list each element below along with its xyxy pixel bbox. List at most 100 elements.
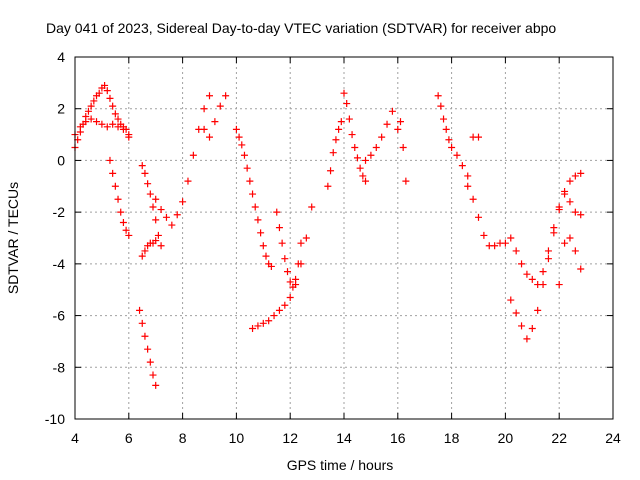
data-point <box>302 234 310 242</box>
data-point <box>270 312 278 320</box>
data-point <box>340 89 348 97</box>
y-tick-label: -6 <box>53 308 66 324</box>
x-tick-labels: 4 6 8 10 12 14 16 18 20 22 24 <box>71 430 621 446</box>
data-point <box>87 102 95 110</box>
data-point <box>518 260 526 268</box>
data-point <box>189 151 197 159</box>
data-point <box>329 149 337 157</box>
data-point <box>292 275 300 283</box>
data-point <box>480 231 488 239</box>
data-point <box>464 172 472 180</box>
data-point <box>125 133 133 141</box>
data-point <box>146 190 154 198</box>
data-point <box>555 281 563 289</box>
data-point <box>577 169 585 177</box>
data-point <box>184 177 192 185</box>
data-point <box>383 120 391 128</box>
data-point <box>351 144 359 151</box>
data-point <box>294 260 302 268</box>
x-tick-label: 20 <box>498 430 514 446</box>
series-sdtvar-arc-18 <box>507 169 585 343</box>
data-point <box>372 144 380 151</box>
data-point <box>173 211 181 219</box>
data-point <box>265 317 273 325</box>
data-point <box>125 231 133 239</box>
data-point <box>286 278 294 286</box>
data-point <box>561 190 569 198</box>
data-point <box>507 234 515 242</box>
data-point <box>402 177 410 185</box>
data-point <box>286 293 294 301</box>
x-tick-label: 14 <box>336 430 352 446</box>
data-point <box>458 162 466 170</box>
series-sdtvar-arc-17 <box>469 133 482 141</box>
data-point <box>437 102 445 110</box>
data-point <box>335 125 343 133</box>
data-point <box>343 100 351 108</box>
series-sdtvar-arc-8 <box>200 92 230 141</box>
data-point <box>257 229 265 237</box>
x-axis-label: GPS time / hours <box>287 457 394 473</box>
data-point <box>507 296 515 304</box>
series-sdtvar-arc-16 <box>464 182 509 250</box>
series-sdtvar-arc-10 <box>249 203 316 332</box>
data-point <box>238 141 246 149</box>
data-point <box>434 92 442 100</box>
data-point <box>200 105 208 113</box>
data-point <box>273 208 281 216</box>
data-point <box>84 107 92 115</box>
series-sdtvar-arc-3 <box>106 156 133 239</box>
data-point <box>119 125 127 133</box>
data-point <box>475 133 482 141</box>
data-point <box>141 332 149 340</box>
data-point <box>146 358 154 366</box>
data-point <box>144 180 152 188</box>
data-point <box>440 115 448 123</box>
data-point <box>577 265 585 273</box>
data-point <box>448 144 456 151</box>
series-sdtvar-arc-9 <box>232 125 275 270</box>
data-point <box>534 281 542 289</box>
data-point <box>251 203 259 211</box>
data-point <box>106 94 114 102</box>
data-point <box>518 322 526 330</box>
data-point <box>348 131 356 139</box>
data-point <box>539 268 547 276</box>
series-sdtvar-arc-15 <box>434 92 472 180</box>
data-point <box>324 182 332 190</box>
data-point <box>179 198 187 206</box>
data-point <box>544 247 552 255</box>
data-point <box>138 252 146 260</box>
data-point <box>501 239 509 247</box>
data-point <box>332 136 340 144</box>
y-tick-labels: -10 -8 -6 -4 -2 0 2 4 <box>45 49 65 427</box>
x-tick-label: 8 <box>179 430 187 446</box>
y-tick-label: 4 <box>57 49 65 65</box>
data-point <box>117 208 125 216</box>
series-sdtvar-arc-4 <box>136 306 160 389</box>
data-point <box>249 190 257 198</box>
data-point <box>359 172 367 180</box>
data-point <box>327 167 335 175</box>
data-point <box>119 218 127 226</box>
data-point <box>523 270 531 278</box>
data-point <box>512 247 520 255</box>
x-tick-label: 10 <box>229 430 245 446</box>
data-point <box>353 154 361 162</box>
data-point <box>206 92 213 100</box>
data-point <box>232 125 240 133</box>
series-sdtvar-arc-1 <box>71 81 133 151</box>
grid <box>75 57 613 419</box>
data-point <box>555 203 563 211</box>
y-tick-label: -8 <box>53 359 66 375</box>
x-tick-label: 16 <box>390 430 406 446</box>
data-point <box>103 123 111 131</box>
data-point <box>297 239 305 247</box>
data-point <box>138 319 146 327</box>
data-point <box>149 371 157 379</box>
y-tick-label: -2 <box>53 204 66 220</box>
data-point <box>566 198 574 206</box>
data-point <box>114 123 122 131</box>
data-point <box>571 208 579 216</box>
x-tick-label: 12 <box>282 430 298 446</box>
